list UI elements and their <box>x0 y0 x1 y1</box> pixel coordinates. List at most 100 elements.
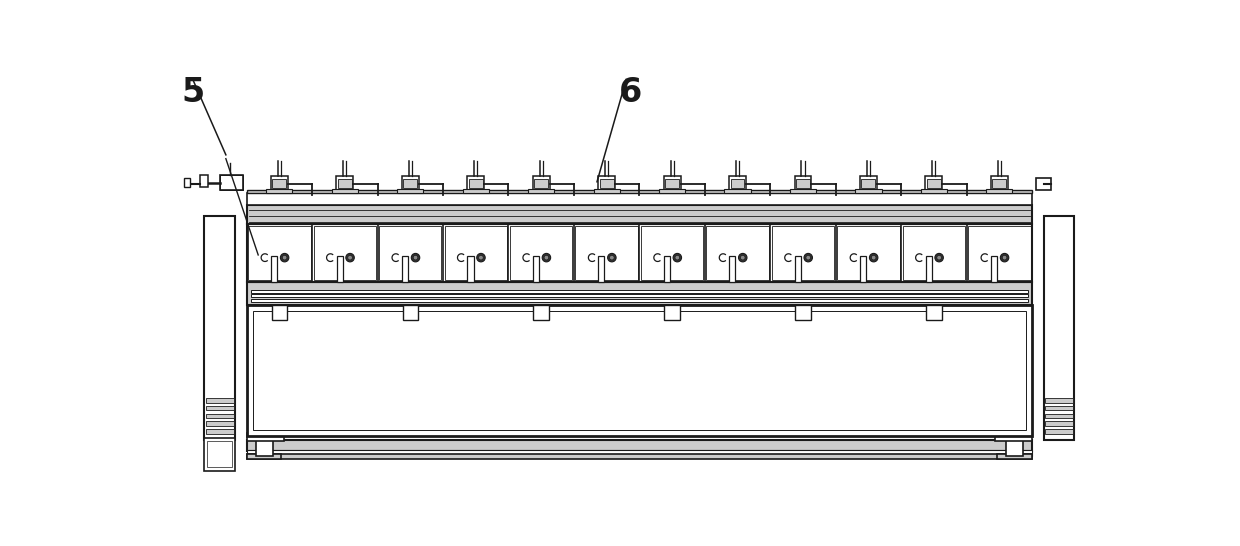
Bar <box>314 225 376 280</box>
Bar <box>1045 422 1073 426</box>
Bar <box>600 179 614 188</box>
Bar <box>533 305 549 321</box>
Bar <box>248 225 310 280</box>
Bar <box>469 179 482 188</box>
Bar <box>463 189 489 193</box>
Bar <box>1045 406 1073 411</box>
Bar <box>403 179 417 188</box>
Bar <box>795 176 811 190</box>
Bar <box>467 176 484 190</box>
Bar <box>837 225 899 280</box>
Bar <box>730 179 744 188</box>
Bar <box>986 189 1012 193</box>
Circle shape <box>479 256 484 260</box>
Bar <box>247 282 1032 305</box>
Text: 5: 5 <box>181 76 205 109</box>
Bar <box>594 189 620 193</box>
Bar <box>402 176 419 190</box>
Bar <box>201 175 208 187</box>
Bar <box>379 225 441 280</box>
Bar <box>206 406 233 411</box>
Bar <box>663 176 681 190</box>
Bar <box>641 225 703 280</box>
Bar <box>771 225 835 280</box>
Bar <box>1045 429 1073 434</box>
Bar <box>267 189 293 193</box>
Bar <box>207 441 232 467</box>
Bar <box>903 225 965 280</box>
Bar <box>533 256 539 282</box>
Bar <box>273 179 286 188</box>
Bar <box>1045 398 1073 403</box>
Bar <box>1045 413 1073 418</box>
Bar <box>856 189 882 193</box>
Circle shape <box>739 253 746 262</box>
Bar <box>795 256 801 282</box>
Bar <box>250 294 1028 297</box>
Bar <box>206 422 233 426</box>
Bar <box>253 311 1025 430</box>
Bar <box>861 256 867 282</box>
Bar <box>205 216 236 440</box>
Bar <box>219 175 243 190</box>
Bar <box>467 256 474 282</box>
Circle shape <box>544 256 549 260</box>
Text: 6: 6 <box>619 76 642 109</box>
Circle shape <box>675 256 680 260</box>
Bar <box>247 454 1032 459</box>
Circle shape <box>806 256 811 260</box>
Bar <box>665 179 680 188</box>
Circle shape <box>346 253 355 262</box>
Bar <box>247 205 1032 224</box>
Bar <box>795 305 811 321</box>
Bar <box>1044 216 1074 440</box>
Bar <box>925 176 942 190</box>
Circle shape <box>610 256 614 260</box>
Bar <box>247 433 284 441</box>
Bar <box>928 179 941 188</box>
Bar <box>796 179 810 188</box>
Bar <box>658 189 686 193</box>
Circle shape <box>1001 253 1009 262</box>
Bar <box>336 256 342 282</box>
Bar <box>397 189 423 193</box>
Circle shape <box>872 256 875 260</box>
Circle shape <box>1002 256 1007 260</box>
Bar <box>968 225 1030 280</box>
Bar <box>270 176 288 190</box>
Bar <box>994 433 1032 441</box>
Bar <box>510 225 573 280</box>
Bar <box>575 225 637 280</box>
Bar <box>926 305 941 321</box>
Bar <box>332 189 358 193</box>
Bar <box>528 189 554 193</box>
Bar <box>992 179 1006 188</box>
Bar <box>219 175 243 190</box>
Bar <box>247 305 1032 436</box>
Bar <box>534 179 548 188</box>
Bar <box>861 176 877 190</box>
Circle shape <box>542 253 551 262</box>
Bar <box>991 256 997 282</box>
Circle shape <box>673 253 682 262</box>
Bar <box>255 439 273 456</box>
Bar <box>272 256 278 282</box>
Bar <box>729 176 746 190</box>
Bar <box>205 438 236 471</box>
Bar <box>1006 439 1023 456</box>
Bar <box>403 305 418 321</box>
Circle shape <box>413 256 418 260</box>
Circle shape <box>283 256 286 260</box>
Bar <box>247 193 1032 205</box>
Bar <box>184 178 190 187</box>
Circle shape <box>935 253 944 262</box>
Bar <box>247 190 1032 193</box>
Circle shape <box>608 253 616 262</box>
Bar <box>997 454 1032 459</box>
Bar <box>599 256 604 282</box>
Bar <box>247 454 281 459</box>
Bar <box>250 289 1028 293</box>
Circle shape <box>347 256 352 260</box>
Bar <box>250 299 1028 302</box>
Bar <box>402 256 408 282</box>
